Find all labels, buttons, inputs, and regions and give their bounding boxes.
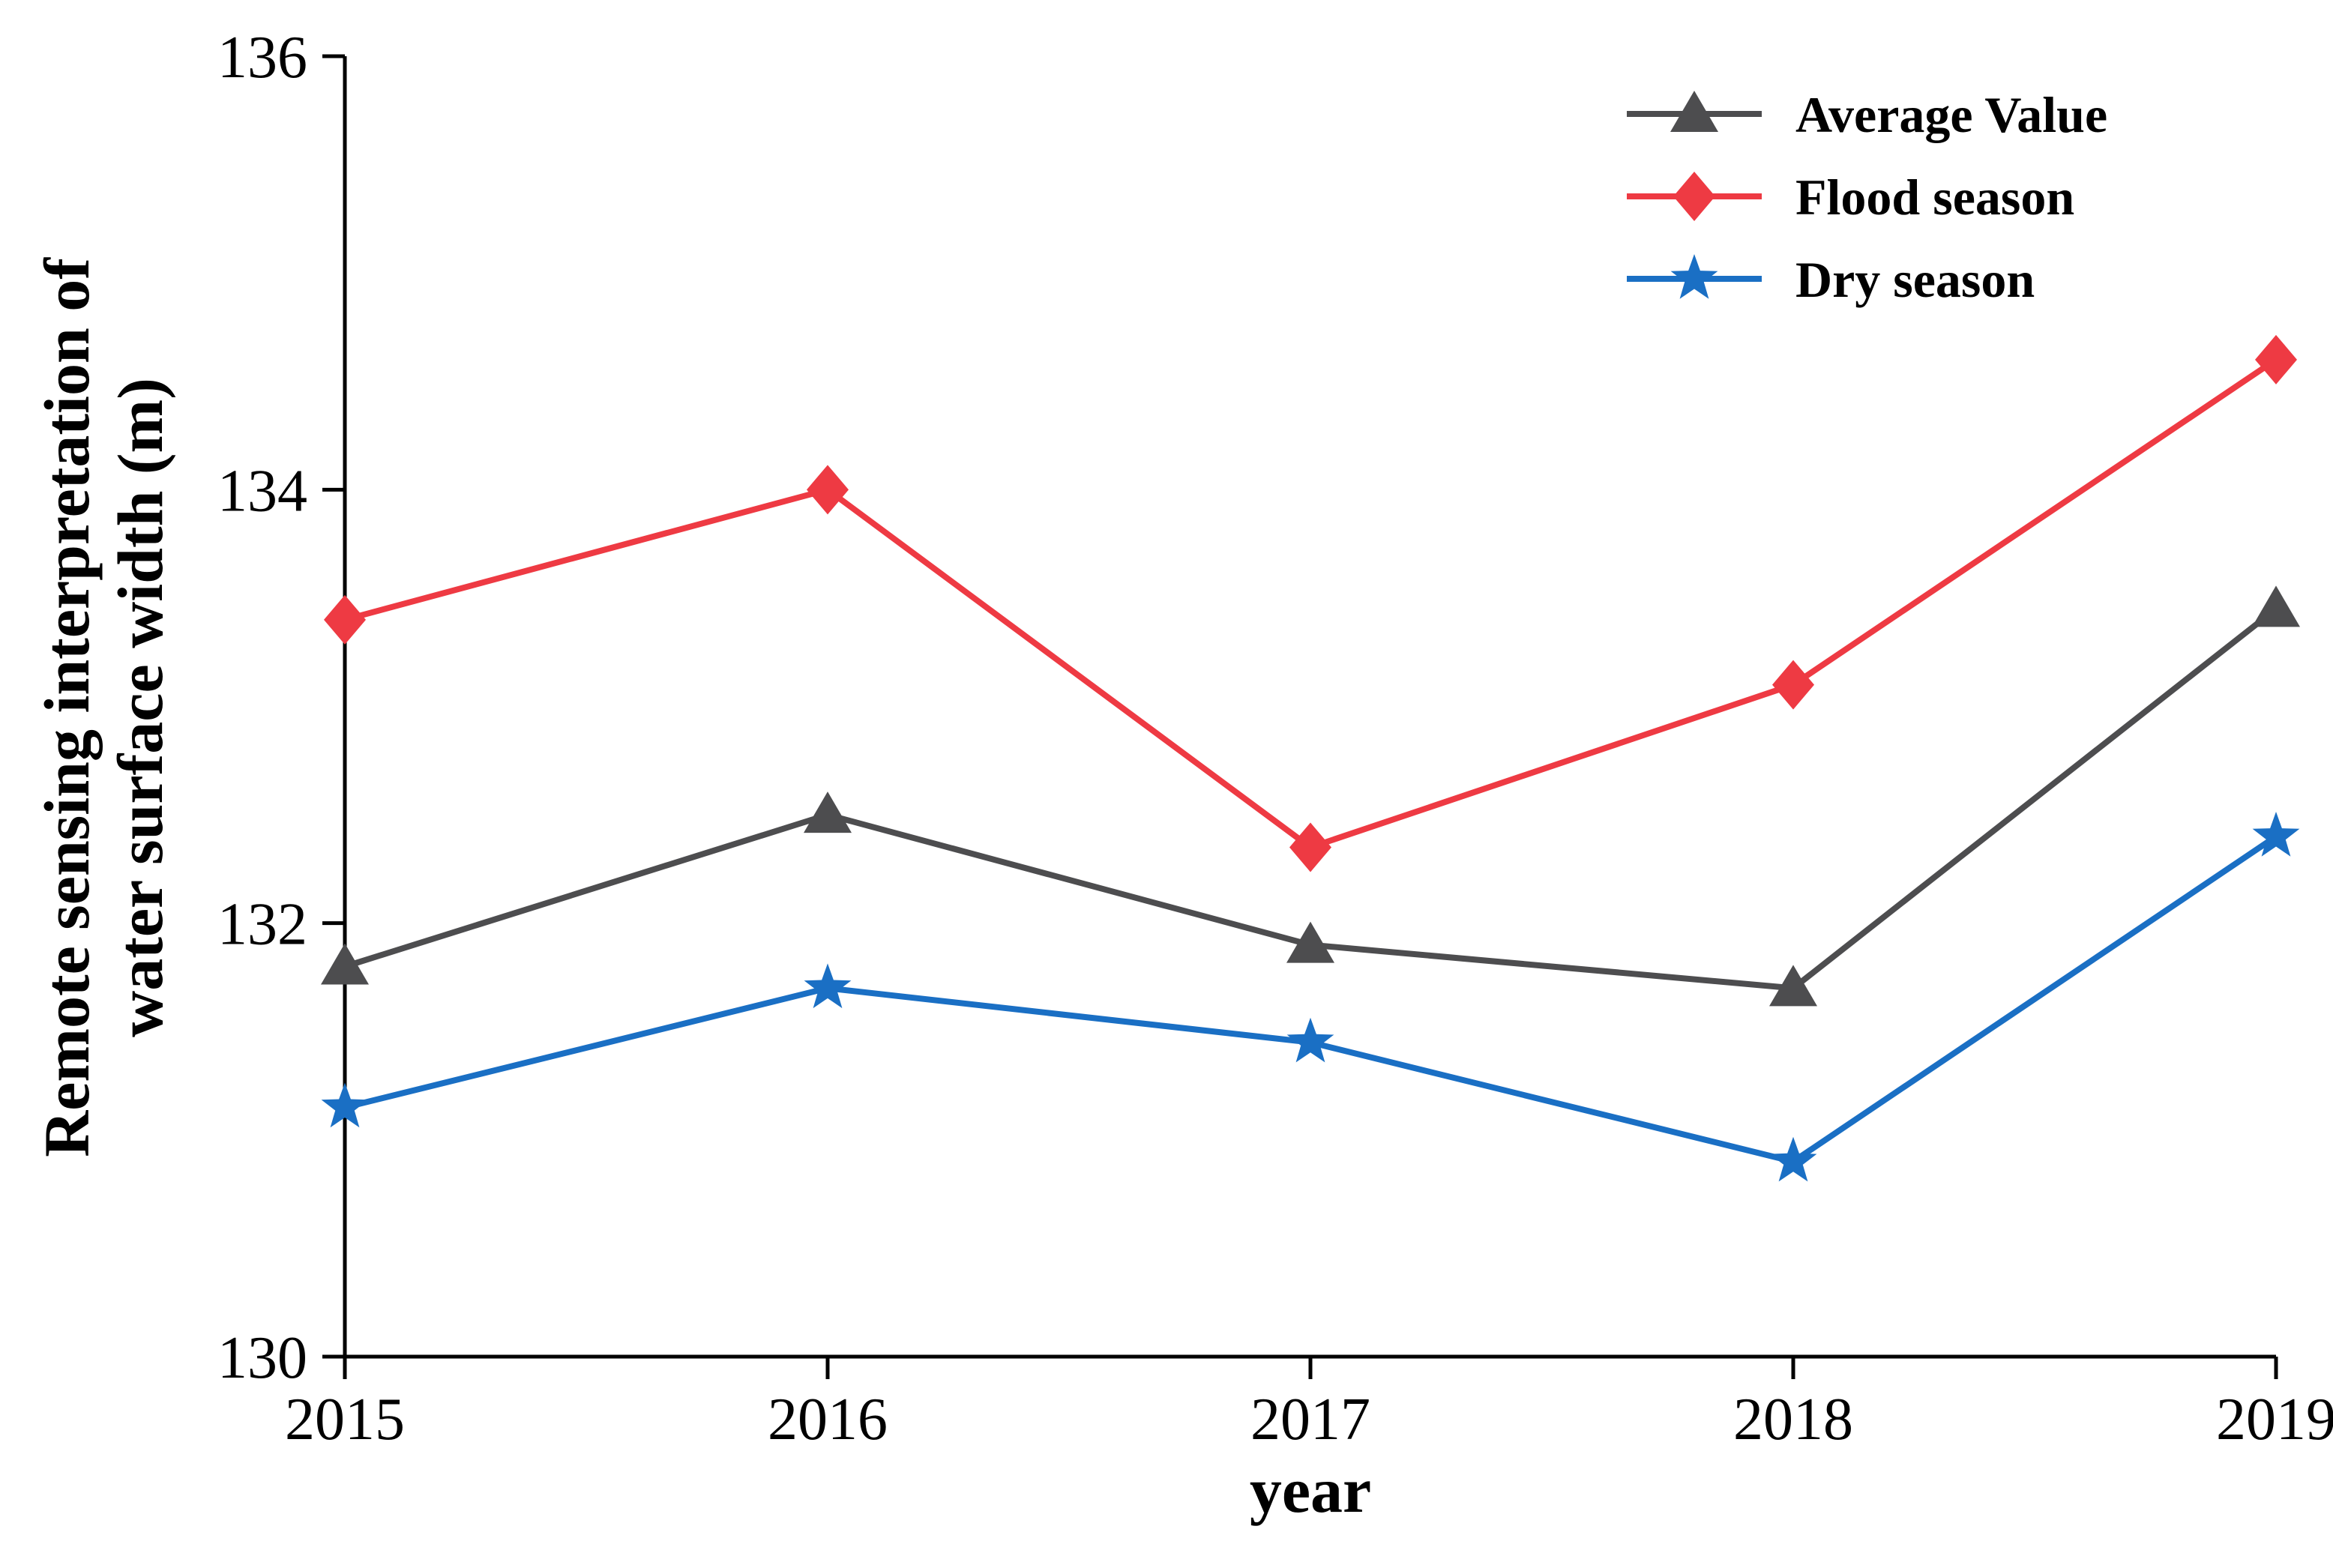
star-marker [804,963,852,1009]
series-average-value [321,585,2300,1007]
triangle-up-marker [2252,585,2300,627]
legend-label: Dry season [1795,251,2035,308]
triangle-up-marker [1670,91,1718,132]
y-tick-label: 130 [217,1325,307,1391]
legend-item-flood-season: Flood season [1627,169,2074,226]
series-line [342,356,2279,851]
legend: Average Value Flood season Dry season [1627,86,2107,308]
legend-label: Flood season [1795,169,2074,226]
diamond-marker [1673,172,1715,221]
triangle-up-marker [804,791,852,833]
diamond-marker [807,465,849,515]
star-marker [1769,1136,1817,1182]
series-dry-season [321,812,2300,1182]
diamond-marker [1289,822,1331,872]
x-tick-label: 2019 [2216,1387,2333,1453]
star-marker [1286,1017,1334,1063]
triangle-up-marker [1769,965,1817,1007]
y-tick-label: 134 [217,458,307,524]
legend-item-dry-season: Dry season [1627,251,2035,308]
series-flood-season [324,334,2297,872]
diamond-marker [324,594,366,645]
x-tick-label: 2017 [1250,1387,1370,1453]
star-marker [2252,812,2300,857]
series-line [342,833,2279,1165]
triangle-up-marker [1286,921,1334,963]
y-tick-label: 132 [217,892,307,958]
diamond-marker [1772,660,1814,710]
star-marker [321,1082,369,1128]
y-tick-label: 136 [217,25,307,91]
x-axis-label: year [1249,1454,1372,1526]
x-tick-label: 2016 [768,1387,888,1453]
star-marker [1670,254,1718,299]
axes: 130 132 134 136 2015 2016 2017 2018 2019 [217,25,2333,1453]
legend-item-average-value: Average Value [1627,86,2107,143]
triangle-up-marker [321,943,369,985]
legend-label: Average Value [1795,86,2107,143]
x-tick-label: 2015 [285,1387,405,1453]
diamond-marker [2255,334,2297,385]
x-tick-label: 2018 [1733,1387,1853,1453]
